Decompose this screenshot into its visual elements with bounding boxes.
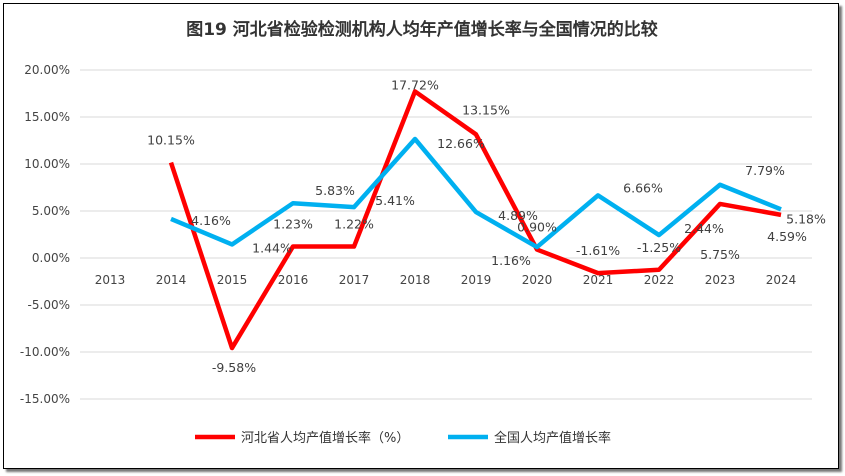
data-label: 1.23% <box>273 216 313 231</box>
data-label: 4.59% <box>767 229 807 244</box>
data-label: 4.89% <box>498 208 538 223</box>
x-tick-label: 2024 <box>766 273 797 287</box>
data-label: -1.61% <box>576 243 620 258</box>
data-label: 5.41% <box>375 193 415 208</box>
data-label: 7.79% <box>745 163 785 178</box>
data-label: 5.75% <box>700 247 740 262</box>
legend-label: 全国人均产值增长率 <box>494 430 611 446</box>
y-tick-label: -10.00% <box>20 345 70 359</box>
y-tick-label: 0.00% <box>32 251 70 265</box>
x-tick-label: 2015 <box>217 273 248 287</box>
x-tick-label: 2016 <box>278 273 309 287</box>
x-tick-label: 2021 <box>583 273 614 287</box>
x-tick-label: 2019 <box>461 273 492 287</box>
data-label: 6.66% <box>623 180 663 195</box>
legend-label: 河北省人均产值增长率（%） <box>241 430 409 446</box>
data-label: 13.15% <box>462 102 510 117</box>
series-line-1 <box>168 89 782 351</box>
x-tick-label: 2014 <box>156 273 187 287</box>
data-label: 1.22% <box>334 217 374 232</box>
x-tick-label: 2017 <box>339 273 370 287</box>
x-tick-label: 2013 <box>95 273 126 287</box>
data-label: 0.90% <box>517 220 557 235</box>
data-label: 5.83% <box>315 183 355 198</box>
data-label: 4.16% <box>191 213 231 228</box>
y-tick-label: 5.00% <box>32 204 70 218</box>
x-tick-label: 2020 <box>522 273 553 287</box>
data-label: 17.72% <box>391 77 439 92</box>
chart-frame <box>3 3 839 469</box>
y-tick-label: 10.00% <box>24 157 70 171</box>
y-tick-label: 15.00% <box>24 110 70 124</box>
series-line-2 <box>170 136 782 250</box>
y-tick-label: 20.00% <box>24 63 70 77</box>
y-tick-label: -5.00% <box>28 298 70 312</box>
data-label: 1.16% <box>491 253 531 268</box>
data-label: 5.18% <box>786 211 826 226</box>
data-label: 1.44% <box>252 240 292 255</box>
y-tick-label: -15.00% <box>20 392 70 406</box>
data-label: 2.44% <box>684 221 724 236</box>
data-label: -9.58% <box>212 360 256 375</box>
data-label: 10.15% <box>147 133 195 148</box>
x-tick-label: 2023 <box>705 273 736 287</box>
x-tick-label: 2022 <box>644 273 675 287</box>
data-label: -1.25% <box>637 240 681 255</box>
x-tick-label: 2018 <box>400 273 431 287</box>
data-label: 12.66% <box>437 136 485 151</box>
chart-title: 图19 河北省检验检测机构人均年产值增长率与全国情况的比较 <box>186 19 658 40</box>
